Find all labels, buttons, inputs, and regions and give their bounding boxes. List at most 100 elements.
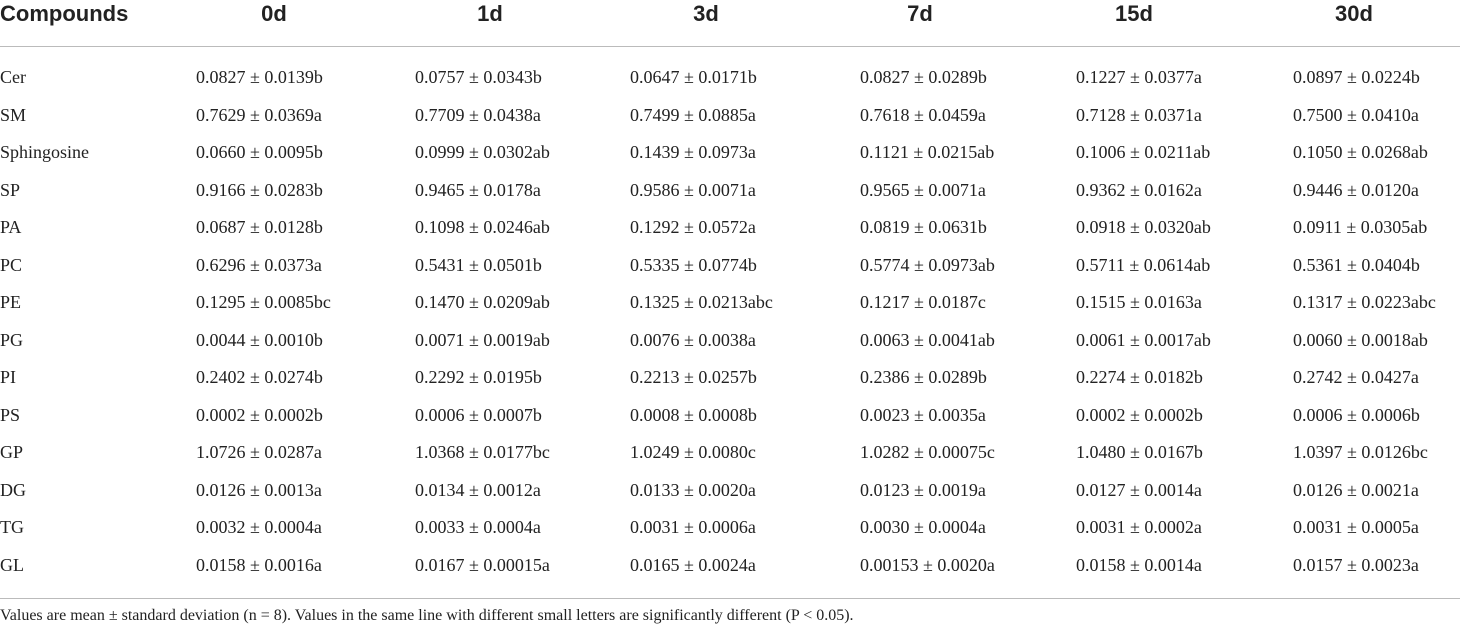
table-cell: 0.0063 ± 0.0041ab bbox=[860, 329, 995, 350]
column-header: 1d bbox=[477, 1, 503, 26]
table-cell: 0.2742 ± 0.0427a bbox=[1293, 367, 1419, 387]
table-cell: 0.0911 ± 0.0305ab bbox=[1293, 217, 1428, 237]
table-cell: 0.0044 ± 0.0010b bbox=[196, 329, 323, 350]
row-label: PC bbox=[0, 254, 23, 275]
row-label: PE bbox=[0, 292, 22, 312]
table-cell: 0.6296 ± 0.0373a bbox=[196, 254, 322, 275]
table-cell: 0.1217 ± 0.0187c bbox=[860, 292, 986, 312]
table-cell: 0.0827 ± 0.0289b bbox=[860, 67, 987, 87]
table-cell: 0.0687 ± 0.0128b bbox=[196, 217, 323, 237]
table-cell: 0.9586 ± 0.0071a bbox=[630, 179, 756, 200]
table-cell: 0.1006 ± 0.0211ab bbox=[1076, 142, 1211, 162]
table-cell: 0.7618 ± 0.0459a bbox=[860, 104, 986, 125]
table-cell: 0.0032 ± 0.0004a bbox=[196, 517, 322, 537]
table-cell: 0.0006 ± 0.0006b bbox=[1293, 404, 1420, 425]
table-cell: 0.5711 ± 0.0614ab bbox=[1076, 254, 1211, 275]
table-cell: 0.0061 ± 0.0017ab bbox=[1076, 329, 1211, 350]
bottom-rule bbox=[0, 598, 1460, 599]
table-cell: 0.1227 ± 0.0377a bbox=[1076, 67, 1202, 87]
table-cell: 0.0819 ± 0.0631b bbox=[860, 217, 987, 237]
table-cell: 0.1121 ± 0.0215ab bbox=[860, 142, 995, 162]
footnote: Values are mean ± standard deviation (n … bbox=[0, 607, 854, 624]
table-cell: 0.2292 ± 0.0195b bbox=[415, 367, 542, 387]
table-cell: 0.00153 ± 0.0020a bbox=[860, 554, 995, 575]
row-label: SM bbox=[0, 104, 27, 125]
table-cell: 0.0134 ± 0.0012a bbox=[415, 479, 541, 500]
table-cell: 0.0002 ± 0.0002b bbox=[1076, 404, 1203, 425]
column-header: 3d bbox=[693, 1, 719, 26]
table-cell: 0.0660 ± 0.0095b bbox=[196, 142, 323, 162]
row-label: GL bbox=[0, 554, 24, 575]
table-cell: 0.5431 ± 0.0501b bbox=[415, 254, 542, 275]
table-cell: 0.0060 ± 0.0018ab bbox=[1293, 329, 1428, 350]
table-cell: 0.0757 ± 0.0343b bbox=[415, 67, 542, 87]
table-cell: 1.0368 ± 0.0177bc bbox=[415, 442, 550, 462]
table-cell: 0.0033 ± 0.0004a bbox=[415, 517, 541, 537]
table-cell: 0.0158 ± 0.0016a bbox=[196, 554, 322, 575]
row-label: Sphingosine bbox=[0, 142, 90, 162]
table-cell: 0.0031 ± 0.0006a bbox=[630, 517, 756, 537]
table-cell: 0.5335 ± 0.0774b bbox=[630, 254, 757, 275]
table-cell: 0.9565 ± 0.0071a bbox=[860, 179, 986, 200]
table-cell: 0.9465 ± 0.0178a bbox=[415, 179, 541, 200]
table-cell: 0.0031 ± 0.0002a bbox=[1076, 517, 1202, 537]
table-cell: 0.2386 ± 0.0289b bbox=[860, 367, 987, 387]
row-label: Cer bbox=[0, 67, 26, 87]
column-header: 7d bbox=[907, 1, 933, 26]
table-cell: 1.0480 ± 0.0167b bbox=[1076, 442, 1203, 462]
table-cell: 0.0999 ± 0.0302ab bbox=[415, 142, 550, 162]
table-cell: 0.1050 ± 0.0268ab bbox=[1293, 142, 1428, 162]
table-cell: 0.0158 ± 0.0014a bbox=[1076, 554, 1202, 575]
table-cell: 0.0002 ± 0.0002b bbox=[196, 404, 323, 425]
table-cell: 0.2213 ± 0.0257b bbox=[630, 367, 757, 387]
row-label: TG bbox=[0, 517, 24, 537]
table-cell: 0.0126 ± 0.0021a bbox=[1293, 479, 1419, 500]
table-cell: 0.0827 ± 0.0139b bbox=[196, 67, 323, 87]
row-label: PG bbox=[0, 329, 24, 350]
table-cell: 1.0726 ± 0.0287a bbox=[196, 442, 322, 462]
table-cell: 0.0167 ± 0.00015a bbox=[415, 554, 550, 575]
table-cell: 0.0076 ± 0.0038a bbox=[630, 329, 756, 350]
row-label: GP bbox=[0, 442, 24, 462]
table-cell: 0.1295 ± 0.0085bc bbox=[196, 292, 331, 312]
table-cell: 0.0157 ± 0.0023a bbox=[1293, 554, 1419, 575]
column-header: 0d bbox=[261, 1, 287, 26]
table-cell: 0.1317 ± 0.0223abc bbox=[1293, 292, 1436, 312]
row-label: SP bbox=[0, 179, 21, 200]
table-cell: 0.9446 ± 0.0120a bbox=[1293, 179, 1419, 200]
row-label: DG bbox=[0, 479, 26, 500]
table-cell: 0.1098 ± 0.0246ab bbox=[415, 217, 550, 237]
table-cell: 0.1292 ± 0.0572a bbox=[630, 217, 756, 237]
table-cell: 0.0071 ± 0.0019ab bbox=[415, 329, 550, 350]
table-cell: 0.9166 ± 0.0283b bbox=[196, 179, 323, 200]
table-cell: 1.0282 ± 0.00075c bbox=[860, 442, 995, 462]
table-cell: 0.1439 ± 0.0973a bbox=[630, 142, 756, 162]
column-header: 15d bbox=[1115, 1, 1153, 26]
table-cell: 0.0165 ± 0.0024a bbox=[630, 554, 756, 575]
table-cell: 0.7128 ± 0.0371a bbox=[1076, 104, 1202, 125]
table-cell: 0.0897 ± 0.0224b bbox=[1293, 67, 1420, 87]
table-cell: 0.7500 ± 0.0410a bbox=[1293, 104, 1419, 125]
table-cell: 0.0030 ± 0.0004a bbox=[860, 517, 986, 537]
row-label: PA bbox=[0, 217, 22, 237]
row-label: PS bbox=[0, 404, 21, 425]
table-cell: 0.0126 ± 0.0013a bbox=[196, 479, 322, 500]
table-cell: 0.7629 ± 0.0369a bbox=[196, 104, 322, 125]
table-cell: 1.0397 ± 0.0126bc bbox=[1293, 442, 1428, 462]
table-cell: 0.1515 ± 0.0163a bbox=[1076, 292, 1202, 312]
table-cell: 0.0647 ± 0.0171b bbox=[630, 67, 757, 87]
table-cell: 0.5774 ± 0.0973ab bbox=[860, 254, 995, 275]
table-cell: 0.2274 ± 0.0182b bbox=[1076, 367, 1203, 387]
table-cell: 1.0249 ± 0.0080c bbox=[630, 442, 756, 462]
table-cell: 0.0023 ± 0.0035a bbox=[860, 404, 986, 425]
table-cell: 0.7499 ± 0.0885a bbox=[630, 104, 756, 125]
column-header: 30d bbox=[1335, 1, 1373, 26]
table-cell: 0.0133 ± 0.0020a bbox=[630, 479, 756, 500]
table-cell: 0.0008 ± 0.0008b bbox=[630, 404, 757, 425]
table-cell: 0.2402 ± 0.0274b bbox=[196, 367, 323, 387]
column-header: Compounds bbox=[0, 1, 129, 26]
table-cell: 0.9362 ± 0.0162a bbox=[1076, 179, 1202, 200]
table-cell: 0.0031 ± 0.0005a bbox=[1293, 517, 1419, 537]
table-cell: 0.1325 ± 0.0213abc bbox=[630, 292, 773, 312]
